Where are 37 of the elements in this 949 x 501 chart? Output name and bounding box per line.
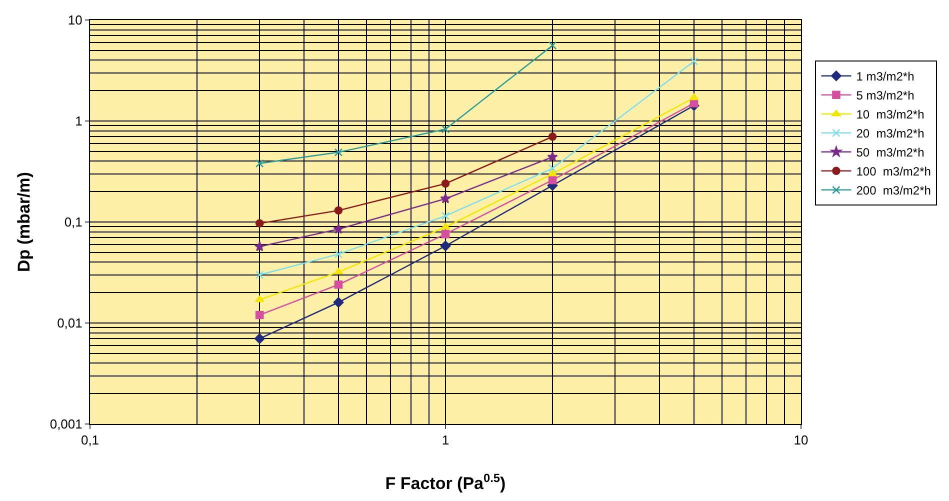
- y-tick-label: 0,001: [50, 416, 82, 432]
- x-tick-label: 1: [442, 432, 450, 448]
- point: [441, 230, 450, 238]
- point: [548, 41, 557, 50]
- point: [440, 193, 451, 204]
- y-tick-label: 0,1: [64, 214, 82, 230]
- x-tick-label: 0,1: [80, 432, 100, 448]
- legend-label: 200 m3/m2*h: [856, 184, 931, 198]
- legend-label: 10 m3/m2*h: [856, 108, 924, 122]
- y-tick-label: 1: [75, 114, 82, 129]
- point: [334, 280, 343, 289]
- x-axis-title: F Factor (Pa$^{0.5}$): [385, 470, 506, 493]
- point: [334, 148, 343, 156]
- point: [548, 164, 557, 172]
- point: [548, 132, 557, 141]
- point: [333, 297, 344, 308]
- point: [548, 176, 557, 184]
- y-tick-label: 10: [68, 12, 82, 28]
- point: [440, 222, 450, 230]
- legend-label: 50 m3/m2*h: [856, 146, 924, 160]
- y-axis-title: Dp (mbar/m): [14, 172, 34, 272]
- point: [440, 240, 451, 252]
- legend-label: 100 m3/m2*h: [856, 164, 931, 179]
- point: [334, 268, 344, 274]
- legend-label: 1 m3/m2*h: [856, 70, 914, 84]
- legend-label: 5 m3/m2*h: [856, 88, 914, 103]
- point: [548, 170, 558, 176]
- point: [333, 224, 344, 234]
- point: [547, 151, 558, 162]
- x-tick-label: 10: [794, 432, 808, 448]
- legend-label: 20 m3/m2*h: [856, 126, 924, 141]
- y-tick-label: 0,01: [57, 316, 82, 331]
- point: [441, 125, 450, 134]
- point: [441, 212, 450, 220]
- point: [334, 206, 343, 215]
- point: [441, 179, 450, 188]
- point: [334, 250, 343, 258]
